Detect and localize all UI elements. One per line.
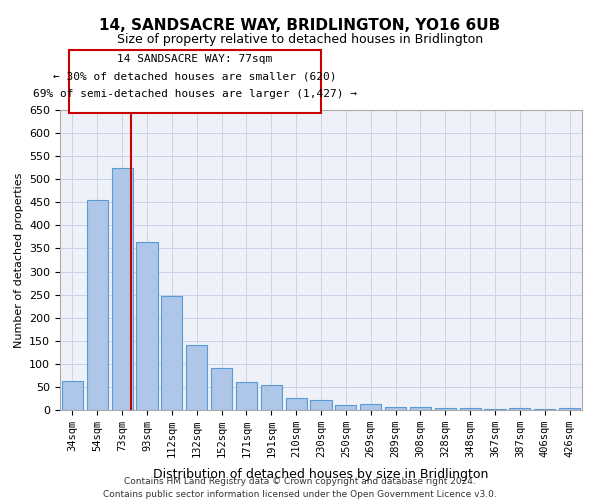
Text: Contains public sector information licensed under the Open Government Licence v3: Contains public sector information licen… [103,490,497,499]
Bar [509,408,530,410]
Bar [534,408,555,410]
Bar [87,200,108,410]
Bar [385,407,406,410]
X-axis label: Distribution of detached houses by size in Bridlington: Distribution of detached houses by size … [154,468,488,481]
Bar [286,398,307,410]
Bar [335,406,356,410]
Text: Size of property relative to detached houses in Bridlington: Size of property relative to detached ho… [117,32,483,46]
Bar [559,408,580,410]
Bar [460,408,481,410]
Text: ← 30% of detached houses are smaller (620): ← 30% of detached houses are smaller (62… [53,72,337,82]
Bar [112,168,133,410]
Text: 14 SANDSACRE WAY: 77sqm: 14 SANDSACRE WAY: 77sqm [118,54,272,64]
Bar [410,407,431,410]
Bar [186,346,207,410]
Y-axis label: Number of detached properties: Number of detached properties [14,172,23,348]
Bar [310,400,332,410]
Bar [236,382,257,410]
Bar [161,296,182,410]
Bar [62,382,83,410]
Bar [484,408,506,410]
Bar [360,404,381,410]
Bar [136,242,158,410]
Bar [211,368,232,410]
Bar [261,384,282,410]
Bar [435,408,456,410]
Text: 69% of semi-detached houses are larger (1,427) →: 69% of semi-detached houses are larger (… [33,89,357,99]
Text: Contains HM Land Registry data © Crown copyright and database right 2024.: Contains HM Land Registry data © Crown c… [124,478,476,486]
Text: 14, SANDSACRE WAY, BRIDLINGTON, YO16 6UB: 14, SANDSACRE WAY, BRIDLINGTON, YO16 6UB [100,18,500,32]
